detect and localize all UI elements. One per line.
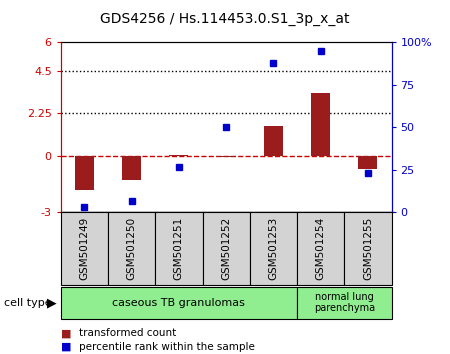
- Bar: [311, 93, 330, 156]
- Text: GSM501252: GSM501252: [221, 217, 231, 280]
- Text: ■: ■: [61, 342, 71, 352]
- Text: GSM501250: GSM501250: [126, 217, 137, 280]
- Text: cell type: cell type: [4, 298, 52, 308]
- FancyBboxPatch shape: [344, 212, 392, 285]
- FancyBboxPatch shape: [202, 212, 250, 285]
- Text: percentile rank within the sample: percentile rank within the sample: [79, 342, 255, 352]
- FancyBboxPatch shape: [61, 287, 297, 319]
- Text: GSM501253: GSM501253: [268, 217, 279, 280]
- Bar: [358, 156, 378, 169]
- FancyBboxPatch shape: [61, 212, 108, 285]
- Text: GSM501255: GSM501255: [363, 217, 373, 280]
- Bar: [75, 156, 94, 190]
- FancyBboxPatch shape: [297, 212, 344, 285]
- FancyBboxPatch shape: [297, 287, 392, 319]
- Text: ▶: ▶: [47, 296, 57, 309]
- Text: GDS4256 / Hs.114453.0.S1_3p_x_at: GDS4256 / Hs.114453.0.S1_3p_x_at: [100, 12, 350, 27]
- Bar: [264, 126, 283, 156]
- Text: GSM501249: GSM501249: [79, 217, 90, 280]
- Text: caseous TB granulomas: caseous TB granulomas: [112, 298, 245, 308]
- FancyBboxPatch shape: [155, 212, 202, 285]
- FancyBboxPatch shape: [108, 212, 155, 285]
- Bar: [217, 156, 236, 157]
- Text: GSM501251: GSM501251: [174, 217, 184, 280]
- Text: GSM501254: GSM501254: [315, 217, 326, 280]
- Bar: [169, 155, 189, 156]
- FancyBboxPatch shape: [250, 212, 297, 285]
- Text: ■: ■: [61, 329, 71, 338]
- Text: normal lung
parenchyma: normal lung parenchyma: [314, 292, 375, 314]
- Bar: [122, 156, 141, 180]
- Text: transformed count: transformed count: [79, 329, 176, 338]
